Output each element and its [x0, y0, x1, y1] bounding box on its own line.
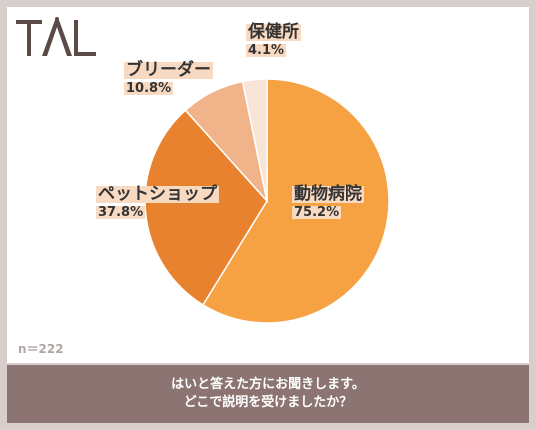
label-name-animal-hospital: 動物病院 [292, 184, 364, 204]
footer-banner: はいと答えた方にお聞きします。 どこで説明を受けましたか？ [7, 365, 529, 423]
label-health-center: 保健所 4.1% [246, 24, 301, 57]
sample-size: n＝222 [18, 342, 64, 356]
tal-logo [16, 17, 96, 56]
label-pet-shop: ペットショップ 37.8% [96, 186, 219, 219]
label-name-health-center: 保健所 [246, 22, 301, 42]
slice-health-center [241, 78, 268, 202]
footer-line-2: どこで説明を受けましたか？ [183, 395, 353, 410]
label-value-breeder: 10.8% [124, 81, 174, 96]
footer-line-1: はいと答えた方にお聞きします。 [171, 377, 365, 392]
label-value-health-center: 4.1% [246, 43, 287, 58]
label-animal-hospital: 動物病院 75.2% [292, 186, 364, 219]
label-value-animal-hospital: 75.2% [292, 205, 342, 220]
label-breeder: ブリーダー 10.8% [124, 62, 213, 95]
label-name-breeder: ブリーダー [124, 60, 213, 80]
label-value-pet-shop: 37.8% [96, 205, 146, 220]
label-name-pet-shop: ペットショップ [96, 184, 219, 204]
slice-pet-shop [144, 109, 268, 306]
